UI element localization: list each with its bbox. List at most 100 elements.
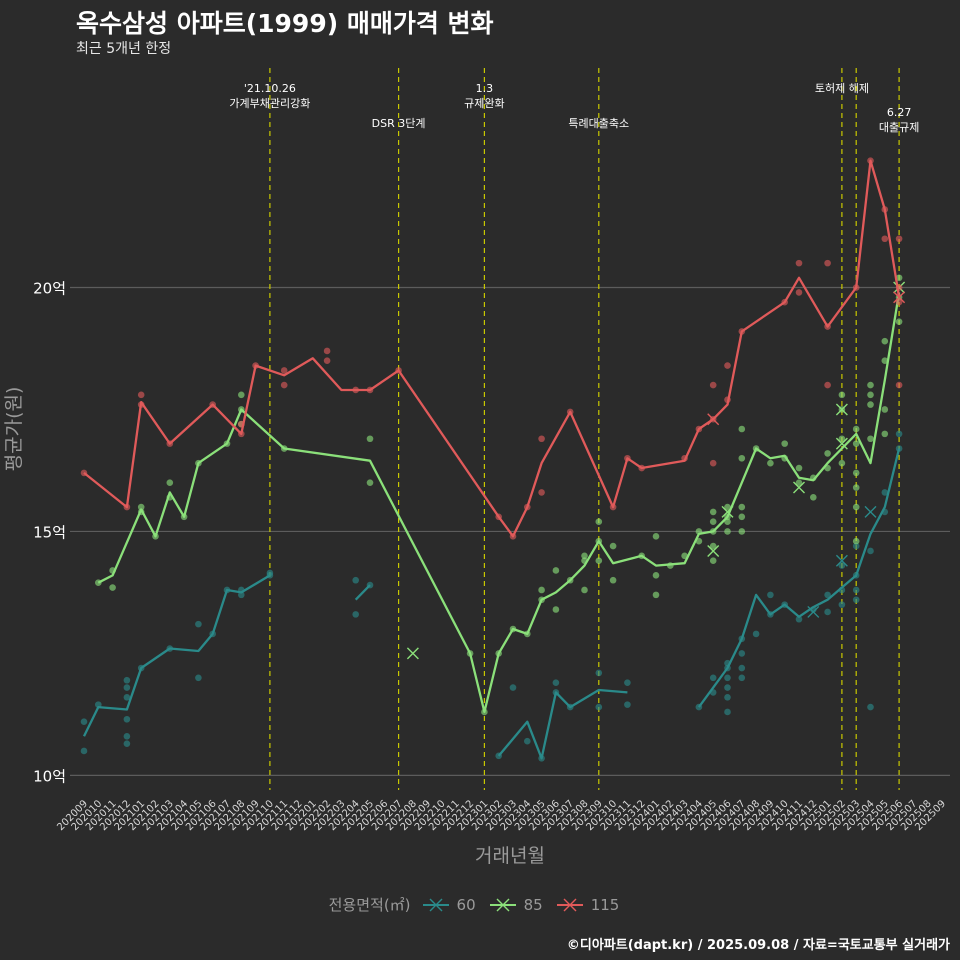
data-point	[795, 464, 803, 472]
data-point	[738, 674, 746, 682]
data-point	[738, 664, 746, 672]
data-point	[538, 435, 545, 443]
data-point	[323, 347, 331, 355]
legend-label-115: 115	[590, 895, 620, 914]
data-point	[824, 381, 831, 389]
data-point	[852, 440, 860, 447]
event-label: 특례대출축소	[568, 117, 629, 130]
data-point	[552, 679, 560, 686]
x-axis-title: 거래년월	[475, 845, 545, 867]
chart-subtitle: 최근 5개년 한정	[76, 41, 172, 57]
data-point	[581, 552, 588, 560]
data-point	[795, 479, 803, 486]
data-point	[652, 572, 660, 579]
legend-key-60	[422, 898, 449, 911]
series-line	[97, 292, 901, 714]
data-point	[738, 650, 746, 657]
y-tick-label: 10억	[33, 767, 66, 785]
data-point	[352, 611, 360, 618]
data-point	[709, 508, 717, 516]
data-point	[709, 557, 717, 565]
data-point	[895, 298, 903, 306]
data-point	[795, 259, 803, 267]
data-point	[724, 684, 731, 691]
data-point	[123, 676, 131, 684]
cross-marker	[893, 291, 906, 304]
data-point	[595, 518, 603, 525]
data-point	[881, 430, 889, 438]
data-point	[123, 740, 131, 747]
data-point	[595, 669, 603, 677]
data-point	[881, 406, 889, 413]
data-point	[609, 576, 617, 584]
data-point	[595, 557, 603, 565]
data-point	[738, 454, 746, 462]
data-point	[624, 679, 631, 686]
data-point	[838, 435, 846, 443]
series-85	[95, 274, 906, 716]
data-point	[738, 425, 746, 433]
data-point	[795, 289, 803, 296]
data-point	[724, 503, 731, 511]
series-line	[82, 574, 271, 737]
data-point	[867, 401, 874, 408]
event-label: 1.3	[476, 82, 494, 95]
data-point	[166, 479, 174, 486]
event-label: 가계부채관리강화	[229, 97, 310, 110]
cross-marker	[721, 505, 734, 518]
data-point	[852, 484, 860, 491]
data-point	[895, 381, 903, 389]
data-point	[509, 684, 517, 691]
series-line	[697, 448, 901, 708]
data-point	[724, 528, 731, 535]
data-point	[852, 469, 860, 477]
data-point	[280, 381, 288, 389]
data-point	[624, 701, 631, 708]
data-point	[123, 694, 131, 701]
series-60	[80, 430, 903, 762]
data-point	[795, 615, 803, 623]
cross-marker	[864, 505, 877, 518]
event-label: '21.10.26	[244, 82, 296, 95]
data-point	[724, 674, 731, 682]
data-point	[123, 684, 131, 691]
event-label: 대출규제	[879, 121, 919, 134]
data-point	[709, 674, 717, 682]
series-115	[80, 157, 906, 540]
data-point	[724, 362, 731, 369]
cross-marker	[835, 403, 848, 416]
data-point	[538, 586, 545, 594]
series-line	[354, 584, 371, 601]
data-point	[581, 586, 588, 594]
data-point	[80, 747, 88, 755]
legend-item-60: 60	[421, 895, 476, 915]
data-point	[895, 274, 903, 282]
legend-label-60: 60	[456, 895, 476, 914]
data-point	[366, 435, 374, 443]
data-point	[781, 440, 788, 447]
chart-caption: ©디아파트(dapt.kr) / 2025.09.08 / 자료=국토교통부 실…	[566, 938, 950, 953]
data-point	[123, 715, 131, 723]
data-point	[266, 569, 274, 577]
data-point	[867, 391, 874, 399]
data-point	[881, 489, 889, 496]
data-point	[109, 584, 116, 591]
event-label: 규제완화	[464, 97, 504, 110]
y-axis-title: 평균가(원)	[3, 387, 25, 472]
legend-key-85	[489, 898, 516, 911]
data-point	[752, 630, 760, 638]
data-point	[538, 489, 545, 496]
cross-marker	[835, 554, 848, 567]
cross-marker	[406, 647, 419, 660]
data-point	[852, 586, 860, 594]
data-point	[881, 235, 889, 243]
data-point	[838, 391, 846, 399]
data-point	[352, 576, 360, 584]
data-point	[867, 547, 874, 555]
data-point	[123, 733, 131, 740]
cross-marker	[807, 605, 820, 618]
data-point	[867, 435, 874, 443]
data-point	[824, 591, 831, 599]
data-point	[80, 718, 88, 726]
data-point	[838, 601, 846, 608]
